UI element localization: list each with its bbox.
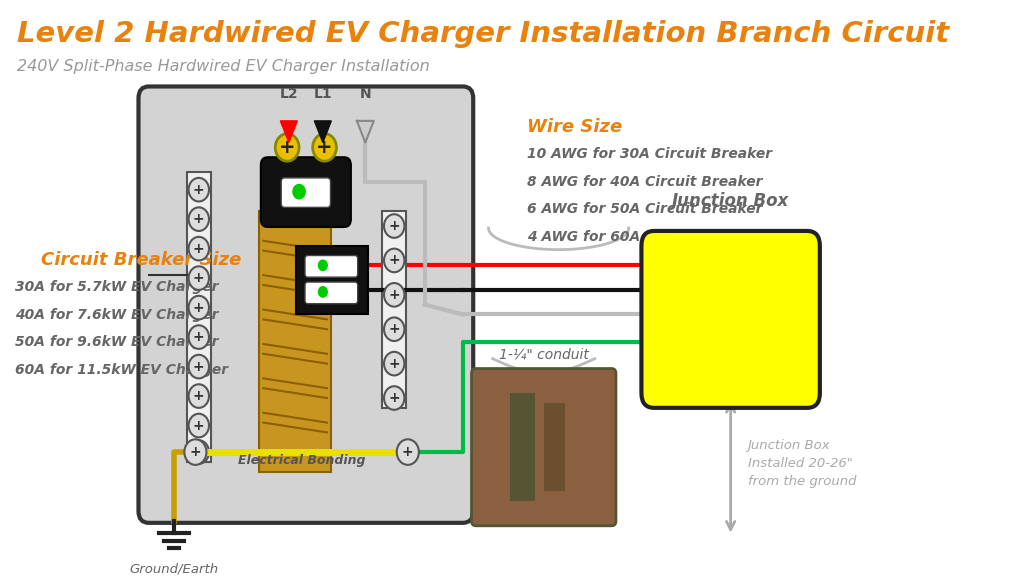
Text: +: + (388, 322, 400, 336)
Bar (259, 211, 332, 472)
Bar (187, 172, 211, 462)
Text: Junction Box: Junction Box (672, 192, 790, 210)
Text: 4 AWG for 60A Circuit Breaker: 4 AWG for 60A Circuit Breaker (526, 230, 762, 244)
Text: 240V Split-Phase Hardwired EV Charger Installation: 240V Split-Phase Hardwired EV Charger In… (17, 59, 430, 74)
Text: +: + (388, 357, 400, 370)
FancyBboxPatch shape (641, 231, 820, 408)
Circle shape (384, 317, 404, 341)
Text: 30A for 5.7kW EV Charger: 30A for 5.7kW EV Charger (15, 280, 219, 294)
Circle shape (317, 286, 328, 298)
Circle shape (188, 440, 209, 464)
Circle shape (317, 259, 328, 271)
Text: +: + (193, 271, 205, 285)
Text: +: + (316, 138, 333, 157)
Text: +: + (193, 445, 205, 459)
Text: +: + (388, 288, 400, 302)
Text: +: + (193, 389, 205, 403)
Circle shape (188, 237, 209, 260)
Circle shape (188, 207, 209, 231)
Text: Junction Box
Installed 20-26"
from the ground: Junction Box Installed 20-26" from the g… (748, 439, 856, 488)
Circle shape (188, 266, 209, 290)
FancyBboxPatch shape (138, 86, 473, 523)
Text: +: + (193, 359, 205, 374)
Text: Electrical Bonding: Electrical Bonding (238, 454, 366, 467)
Bar (544, 403, 565, 491)
Text: +: + (279, 138, 295, 157)
Circle shape (275, 134, 299, 161)
Bar (296, 246, 368, 314)
Text: +: + (388, 219, 400, 233)
Circle shape (396, 439, 419, 465)
Text: Ground/Earth: Ground/Earth (130, 562, 219, 575)
Text: +: + (193, 183, 205, 196)
Text: 60A for 11.5kW EV Charger: 60A for 11.5kW EV Charger (15, 363, 228, 377)
Text: +: + (189, 445, 202, 459)
FancyBboxPatch shape (305, 256, 357, 277)
Text: +: + (193, 330, 205, 344)
Text: Circuit Breaker Size: Circuit Breaker Size (41, 251, 242, 268)
Text: 50A for 9.6kW EV Charger: 50A for 9.6kW EV Charger (15, 335, 219, 349)
Circle shape (384, 386, 404, 410)
Text: 6 AWG for 50A Circuit Breaker: 6 AWG for 50A Circuit Breaker (526, 202, 762, 217)
Circle shape (188, 414, 209, 437)
Circle shape (312, 134, 337, 161)
Bar (382, 211, 407, 408)
Text: L2: L2 (280, 87, 298, 101)
Circle shape (184, 439, 207, 465)
Circle shape (188, 178, 209, 202)
Bar (510, 393, 536, 501)
Text: 8 AWG for 40A Circuit Breaker: 8 AWG for 40A Circuit Breaker (526, 175, 762, 189)
Text: N: N (359, 87, 371, 101)
FancyBboxPatch shape (471, 369, 616, 526)
FancyBboxPatch shape (282, 178, 331, 207)
Circle shape (188, 384, 209, 408)
Circle shape (384, 214, 404, 238)
Text: Level 2 Hardwired EV Charger Installation Branch Circuit: Level 2 Hardwired EV Charger Installatio… (17, 20, 949, 48)
Circle shape (384, 283, 404, 306)
FancyBboxPatch shape (305, 282, 357, 304)
Text: +: + (193, 419, 205, 433)
Text: +: + (388, 253, 400, 267)
Circle shape (384, 249, 404, 272)
Circle shape (292, 184, 306, 199)
FancyBboxPatch shape (261, 157, 351, 227)
Text: +: + (193, 301, 205, 314)
Circle shape (188, 355, 209, 378)
Polygon shape (356, 121, 374, 142)
Polygon shape (281, 121, 297, 142)
Text: L1: L1 (313, 87, 332, 101)
Circle shape (384, 352, 404, 376)
Polygon shape (314, 121, 332, 142)
Text: +: + (388, 391, 400, 405)
Text: +: + (402, 445, 414, 459)
Text: +: + (193, 242, 205, 256)
Text: 40A for 7.6kW EV Charger: 40A for 7.6kW EV Charger (15, 308, 219, 321)
Circle shape (188, 296, 209, 320)
Text: Wire Size: Wire Size (526, 118, 622, 136)
Text: 1-¼" conduit: 1-¼" conduit (499, 348, 589, 362)
Text: +: + (193, 212, 205, 226)
Circle shape (188, 325, 209, 349)
Text: 10 AWG for 30A Circuit Breaker: 10 AWG for 30A Circuit Breaker (526, 147, 772, 161)
